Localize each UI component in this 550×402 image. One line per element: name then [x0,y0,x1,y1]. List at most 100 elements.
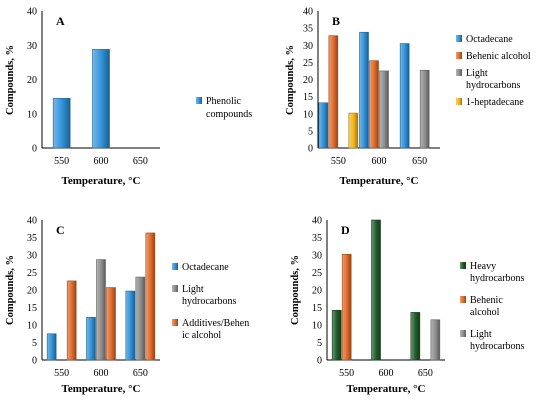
y-tick-label: 10 [303,109,313,120]
legend-label: Phenolic compounds [206,96,252,120]
legend-label: Heavy hydrocarbons [470,261,525,284]
bar [369,60,379,149]
x-axis-title: Temperature, °C [347,383,426,395]
panel-label: B [332,14,340,28]
y-tick-label: 5 [308,126,313,137]
bar [52,98,71,149]
bar [359,31,369,149]
y-tick-label: 35 [312,233,322,244]
x-axis-title: Temperature, °C [62,175,141,187]
y-tick-label: 35 [303,24,313,35]
y-tick-label: 15 [303,92,313,103]
legend-label: Behenic alcohol [470,295,503,318]
y-tick-label: 40 [303,7,313,18]
bar [410,312,421,361]
panel-label: C [56,223,65,237]
legend-swatch [460,330,466,337]
bar [125,290,136,361]
y-tick-label: 5 [317,338,322,349]
x-axis-title: Temperature, °C [340,175,419,187]
x-tick-label: 650 [133,156,148,167]
x-tick-label: 550 [54,368,69,379]
bar [379,70,389,149]
legend-label: Additives/Behen ic alcohol [182,318,249,341]
legend-swatch [456,69,462,76]
legend-entry: Light hydrocarbons [460,329,525,352]
bar [92,49,110,149]
legend-label: Light hydrocarbons [466,68,521,91]
legend-label: Light hydrocarbons [182,284,237,307]
y-tick-label: 20 [27,75,37,86]
bar [331,309,342,361]
y-axis-title: Compounds, % [290,255,301,325]
legend-swatch [196,97,202,104]
panel-label: A [56,14,65,28]
bar [399,43,410,149]
legend-swatch [456,98,462,105]
bar [430,319,441,361]
bar [318,102,329,149]
y-tick-label: 10 [27,109,37,120]
legend-entry: Behenic alcohol [456,51,531,62]
y-tick-label: 25 [312,268,322,279]
y-tick-label: 20 [27,286,37,297]
y-tick-label: 25 [303,58,313,69]
legend-label: Octadecane [182,262,229,273]
y-tick-label: 0 [308,144,313,155]
y-axis-title: Compounds, % [285,45,296,115]
y-tick-label: 0 [32,144,37,155]
y-tick-label: 35 [27,233,37,244]
legend-label: Behenic alcohol [466,51,531,62]
chart-panel-d: 0 5 10 15 20 25 30 35 40 550 600 650 D Temperature, °… [290,216,525,396]
y-tick-label: 10 [27,321,37,332]
bar [135,276,146,361]
x-tick-label: 600 [94,156,109,167]
legend-entry: 1-heptadecane [456,97,524,108]
x-axis-title: Temperature, °C [62,383,141,395]
legend-swatch [456,52,462,59]
y-tick-label: 40 [312,216,322,227]
y-tick-label: 40 [27,7,37,18]
legend-entry: Behenic alcohol [460,295,503,318]
bar [341,254,352,361]
x-tick-label: 550 [331,156,346,167]
y-tick-label: 40 [27,216,37,227]
y-tick-label: 15 [27,303,37,314]
legend-label: Light hydrocarbons [470,329,525,352]
y-tick-label: 10 [312,321,322,332]
y-tick-label: 15 [312,303,322,314]
legend-label: Octadecane [466,34,513,45]
legend-entry: Heavy hydrocarbons [460,261,525,284]
legend-swatch [460,262,466,269]
bar [371,219,381,361]
bar [419,69,430,149]
y-tick-label: 30 [27,251,37,262]
chart-panel-c: 0 5 10 15 20 25 30 35 40 550 600 650 C Temperature, °… [5,216,249,396]
y-tick-label: 20 [312,286,322,297]
x-tick-label: 550 [54,156,69,167]
bar [86,316,96,361]
legend-entry: Light hydrocarbons [172,284,237,307]
legend-entry: Octadecane [456,34,513,45]
legend-swatch [172,319,178,326]
bar [348,112,359,149]
legend-swatch [460,296,466,303]
chart-panel-b: 0 5 10 15 20 25 30 35 40 550 600 650 B Temperature, °… [285,7,531,188]
y-tick-label: 0 [32,356,37,367]
x-tick-label: 600 [379,368,394,379]
legend-swatch [172,285,178,292]
bar [106,287,116,361]
x-tick-label: 600 [372,156,387,167]
legend-label: 1-heptadecane [466,97,524,108]
y-axis-title: Compounds, % [5,45,16,115]
bar [96,259,106,361]
y-axis-title: Compounds, % [5,255,16,325]
bar [145,232,156,361]
y-tick-label: 0 [317,356,322,367]
chart-panel-a: 0 10 20 30 40 550 600 650 A Temperature, °C Compou… [5,7,252,188]
legend-entry: Additives/Behen ic alcohol [172,318,249,341]
bar [328,35,339,149]
y-tick-label: 30 [303,41,313,52]
x-tick-label: 550 [339,368,354,379]
panel-label: D [341,223,350,237]
